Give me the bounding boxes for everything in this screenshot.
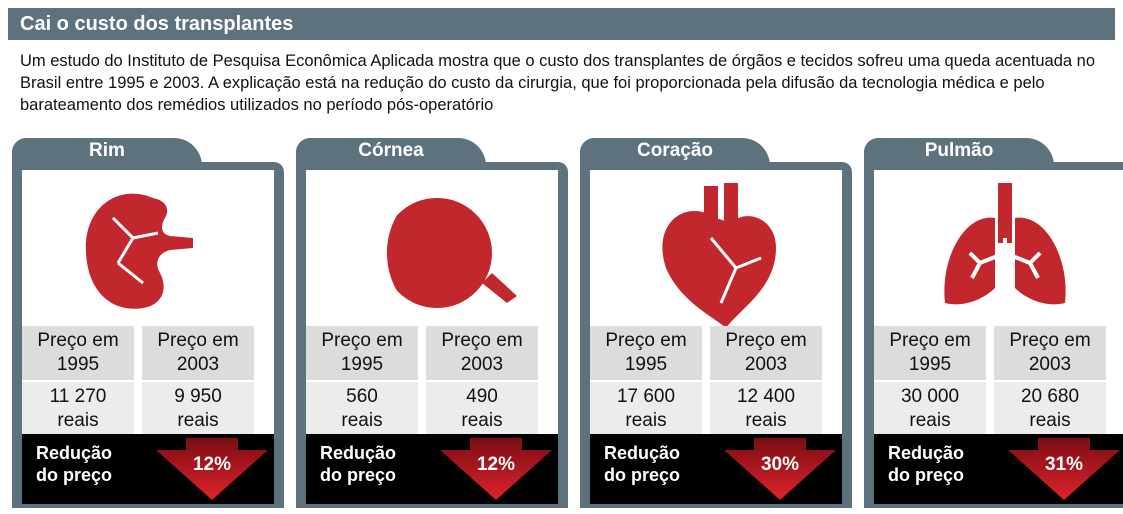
reduction-bar: Redução do preço 30% [590, 434, 842, 504]
price-header-text: Preço em 2003 [151, 329, 246, 377]
reduction-bar: Redução do preço 31% [874, 434, 1123, 504]
price-header: Preço em 2003 [710, 326, 822, 380]
price-header: Preço em 1995 [874, 326, 986, 380]
price-value-text: 17 600 reais [613, 385, 679, 433]
price-value: 20 680 reais [994, 382, 1106, 436]
organ-name: Rim [12, 138, 202, 172]
price-header: Preço em 2003 [994, 326, 1106, 380]
reduction-label: Redução do preço [888, 442, 983, 486]
price-header: Preço em 2003 [426, 326, 538, 380]
price-value: 9 950 reais [142, 382, 254, 436]
infographic: Cai o custo dos transplantes Um estudo d… [0, 0, 1123, 514]
price-header-text: Preço em 2003 [1003, 329, 1098, 377]
price-header: Preço em 2003 [142, 326, 254, 380]
reduction-value: 12% [446, 454, 546, 476]
price-header-text: Preço em 1995 [31, 329, 126, 377]
price-value: 490 reais [426, 382, 538, 436]
title: Cai o custo dos transplantes [8, 8, 1115, 40]
price-value-text: 490 reais [449, 385, 515, 433]
organ-name: Córnea [296, 138, 486, 172]
price-header: Preço em 1995 [590, 326, 702, 380]
price-value-text: 11 270 reais [45, 385, 111, 433]
price-value: 30 000 reais [874, 382, 986, 436]
price-value: 12 400 reais [710, 382, 822, 436]
organ-icon [58, 178, 248, 328]
price-header: Preço em 1995 [22, 326, 134, 380]
price-value-text: 9 950 reais [165, 385, 231, 433]
price-value-text: 20 680 reais [1017, 385, 1083, 433]
reduction-bar: Redução do preço 12% [306, 434, 558, 504]
price-value: 17 600 reais [590, 382, 702, 436]
organ-name: Pulmão [864, 138, 1054, 172]
reduction-value: 30% [730, 454, 830, 476]
organ-panel: Coração Preço em 1995 17 600 reais Preço em… [580, 138, 852, 510]
price-header-text: Preço em 1995 [599, 329, 694, 377]
price-header-text: Preço em 2003 [435, 329, 530, 377]
intro: Um estudo do Instituto de Pesquisa Econô… [20, 50, 1110, 116]
price-value-text: 30 000 reais [897, 385, 963, 433]
organ-icon [910, 178, 1100, 328]
reduction-value: 12% [162, 454, 262, 476]
organ-panel: Córnea Preço em 1995 560 reais Preço em 200… [296, 138, 568, 510]
price-value: 560 reais [306, 382, 418, 436]
price-value-text: 12 400 reais [733, 385, 799, 433]
organ-name: Coração [580, 138, 770, 172]
price-header: Preço em 1995 [306, 326, 418, 380]
price-value: 11 270 reais [22, 382, 134, 436]
price-header-text: Preço em 2003 [719, 329, 814, 377]
organ-panel: Rim Preço em 1995 11 270 reais Preço em 200… [12, 138, 284, 510]
reduction-label: Redução do preço [36, 442, 131, 486]
reduction-value: 31% [1014, 454, 1114, 476]
organ-panel: Pulmão Preço em 1995 30 000 reais Preço em … [864, 138, 1123, 510]
price-header-text: Preço em 1995 [883, 329, 978, 377]
price-value-text: 560 reais [329, 385, 395, 433]
price-header-text: Preço em 1995 [315, 329, 410, 377]
organ-icon [626, 178, 816, 328]
reduction-bar: Redução do preço 12% [22, 434, 274, 504]
organ-icon [342, 178, 532, 328]
reduction-label: Redução do preço [320, 442, 415, 486]
reduction-label: Redução do preço [604, 442, 699, 486]
